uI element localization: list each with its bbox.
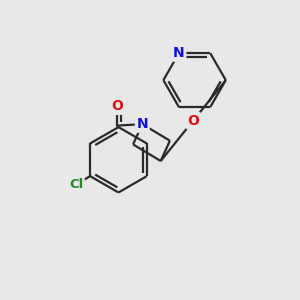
Text: Cl: Cl (69, 178, 83, 191)
Text: O: O (187, 114, 199, 128)
Text: N: N (136, 117, 148, 131)
Text: N: N (173, 46, 185, 60)
Text: O: O (111, 99, 123, 113)
